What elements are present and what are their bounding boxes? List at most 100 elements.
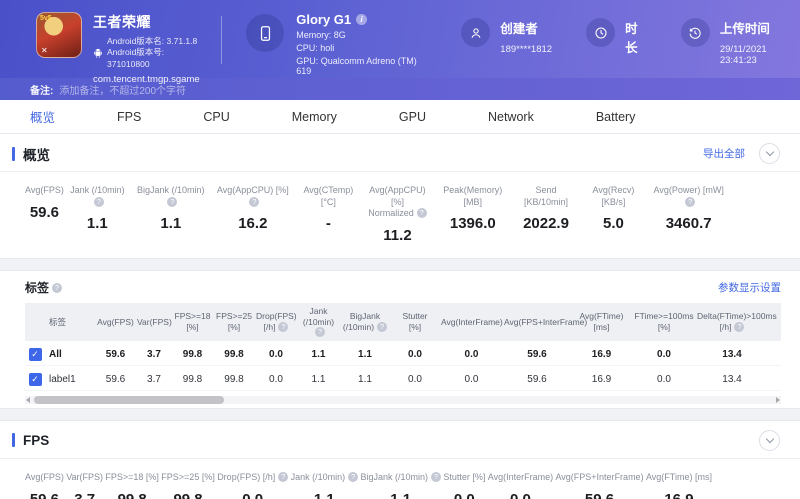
value-cell	[768, 344, 781, 366]
section-divider	[0, 171, 800, 172]
scroll-right-arrow-icon[interactable]	[776, 396, 780, 403]
stat-value: 59.6	[555, 491, 643, 499]
stat-label: Avg(FTime) [ms]	[645, 471, 712, 482]
help-icon[interactable]: ?	[278, 471, 289, 482]
fps-stat-6: BigJank (/10min)? 1.1	[360, 471, 441, 499]
tab-cpu[interactable]: CPU	[203, 109, 230, 124]
game-app-icon: 5v5 ✕	[36, 12, 82, 58]
tab-memory[interactable]: Memory	[291, 109, 337, 124]
header-cell: BigJank (/10min)?	[340, 303, 390, 341]
header-cell: FPS>=18 [%]	[172, 303, 213, 341]
table-row: ✓ label1 59.6 3.7 99.8 99.8 0.0 1.1 1.1 0.0 0.0 59.…	[25, 369, 781, 391]
stat-label: Avg(FPS+InterFrame)	[555, 471, 644, 482]
stat-value: 1.1	[160, 215, 182, 233]
stat-label: FPS>=18 [%]	[105, 471, 159, 482]
upload-time-block: 上传时间 29/11/2021 23:41:23	[680, 18, 800, 66]
help-icon[interactable]: ?	[430, 471, 441, 482]
help-icon[interactable]: ?	[315, 327, 325, 338]
value-cell: 16.9	[571, 369, 632, 391]
help-icon[interactable]: ?	[167, 196, 178, 207]
fps-stat-9: Avg(FPS+InterFrame) 59.6	[555, 472, 643, 499]
creator-value: 189****1812	[500, 44, 553, 55]
header-cell: Stutter [%]	[390, 303, 440, 341]
section-divider	[0, 457, 800, 459]
stat-value: 16.2	[238, 215, 268, 233]
checkbox-cell: ✓	[25, 369, 45, 391]
overview-stat-2: BigJank (/10min)? 1.1	[131, 185, 211, 244]
horizontal-scrollbar[interactable]	[25, 395, 781, 404]
value-cell: 0.0	[255, 344, 297, 366]
value-cell: 1.1	[297, 344, 340, 366]
fps-stat-1: Var(FPS) 3.7	[66, 472, 103, 499]
value-cell: 59.6	[95, 344, 136, 366]
device-memory: Memory: 8G	[296, 30, 346, 40]
export-all-link[interactable]: 导出全部	[703, 148, 745, 160]
stat-value: 99.8	[105, 491, 159, 499]
row-checkbox[interactable]: ✓	[28, 347, 42, 361]
notes-input-bar[interactable]: 备注: 添加备注，不超过200个字符	[0, 78, 800, 100]
header-cell: Delta(FTime)>100ms [/h]?	[696, 303, 777, 341]
device-info: Glory G1 i Memory: 8G CPU: holi GPU: Qua…	[296, 12, 427, 76]
section-title-bar	[12, 146, 15, 161]
value-cell: 3.7	[136, 369, 172, 391]
scroll-left-arrow-icon[interactable]	[26, 396, 30, 403]
stat-value: 99.8	[161, 491, 215, 499]
help-icon[interactable]: ?	[52, 282, 63, 293]
fps-collapse-button[interactable]	[759, 429, 780, 451]
device-name: Glory G1	[296, 12, 352, 27]
help-icon[interactable]: ?	[348, 471, 359, 482]
tab-gpu[interactable]: GPU	[398, 109, 426, 124]
fps-stat-7: Stutter [%] 0.0	[443, 472, 485, 499]
stat-label: Avg(Recv) [KB/s]	[592, 185, 635, 207]
overview-section-title: 概览	[23, 147, 50, 163]
value-cell: 3.7	[136, 344, 172, 366]
scrollbar-thumb[interactable]	[34, 395, 224, 404]
help-icon[interactable]: ?	[377, 322, 388, 332]
app-icon-badge: 5v5	[40, 15, 52, 22]
overview-stats-row: Avg(FPS) 59.6 Jank (/10min)? 1.1 BigJank (/1…	[0, 172, 800, 258]
tab-overview[interactable]: 概览	[30, 111, 56, 125]
overview-stat-4: Avg(CTemp) [°C] -	[295, 185, 362, 244]
android-icon	[93, 47, 103, 59]
notes-placeholder: 添加备注，不超过200个字符	[59, 85, 187, 97]
stat-label: Jank (/10min)?	[70, 185, 125, 207]
help-icon[interactable]: ?	[278, 322, 289, 332]
value-cell: 59.6	[95, 369, 136, 391]
value-cell: 99.8	[213, 369, 255, 391]
stat-value: 3460.7	[665, 215, 712, 233]
tab-battery[interactable]: Battery	[595, 109, 636, 124]
stat-value: 11.2	[383, 227, 412, 245]
header-cell: FPS>=25 [%]	[213, 303, 255, 341]
help-icon[interactable]: ?	[93, 196, 104, 207]
creator-block: 创建者 189****1812	[461, 18, 552, 55]
value-cell: 0.0	[632, 344, 696, 366]
overview-collapse-button[interactable]	[759, 143, 780, 164]
stat-value: 0.0	[217, 491, 288, 499]
section-separator	[0, 407, 800, 421]
parameter-display-settings-link[interactable]: 参数显示设置	[718, 282, 781, 295]
person-icon	[461, 18, 491, 47]
tab-fps[interactable]: FPS	[117, 109, 142, 124]
row-checkbox[interactable]: ✓	[28, 372, 42, 386]
info-icon[interactable]: i	[356, 14, 368, 25]
help-icon[interactable]: ?	[416, 208, 427, 219]
help-icon[interactable]: ?	[685, 196, 696, 207]
help-icon[interactable]: ?	[249, 196, 260, 207]
tab-network[interactable]: Network	[487, 109, 534, 124]
stat-label: Avg(CTemp) [°C]	[303, 185, 354, 207]
help-icon[interactable]: ?	[734, 322, 745, 332]
header-cell: Avg(FPS)	[95, 303, 136, 341]
labels-section: 标签 ? 参数显示设置 标签 Avg(FPS) Var(FPS) FPS>=18 [%…	[0, 271, 800, 404]
stat-value: 0.0	[488, 491, 553, 499]
fps-stat-10: Avg(FTime) [ms] 16.9	[646, 472, 712, 499]
overview-stat-6: Peak(Memory) [MB] 1396.0	[433, 185, 512, 244]
stat-label: Var(FPS)	[66, 471, 104, 482]
value-cell: 13.4	[696, 369, 768, 391]
app-icon-mark: ✕	[41, 46, 48, 55]
fps-stats-row-1: Avg(FPS)59.6Var(FPS)3.7FPS>=18 [%]99.8FP…	[0, 459, 800, 499]
stat-value: 59.6	[29, 203, 60, 221]
phone-icon	[256, 24, 275, 43]
overview-stat-3: Avg(AppCPU) [%]? 16.2	[211, 185, 295, 244]
value-cell: 99.8	[172, 344, 213, 366]
row-label: label1	[45, 369, 95, 391]
